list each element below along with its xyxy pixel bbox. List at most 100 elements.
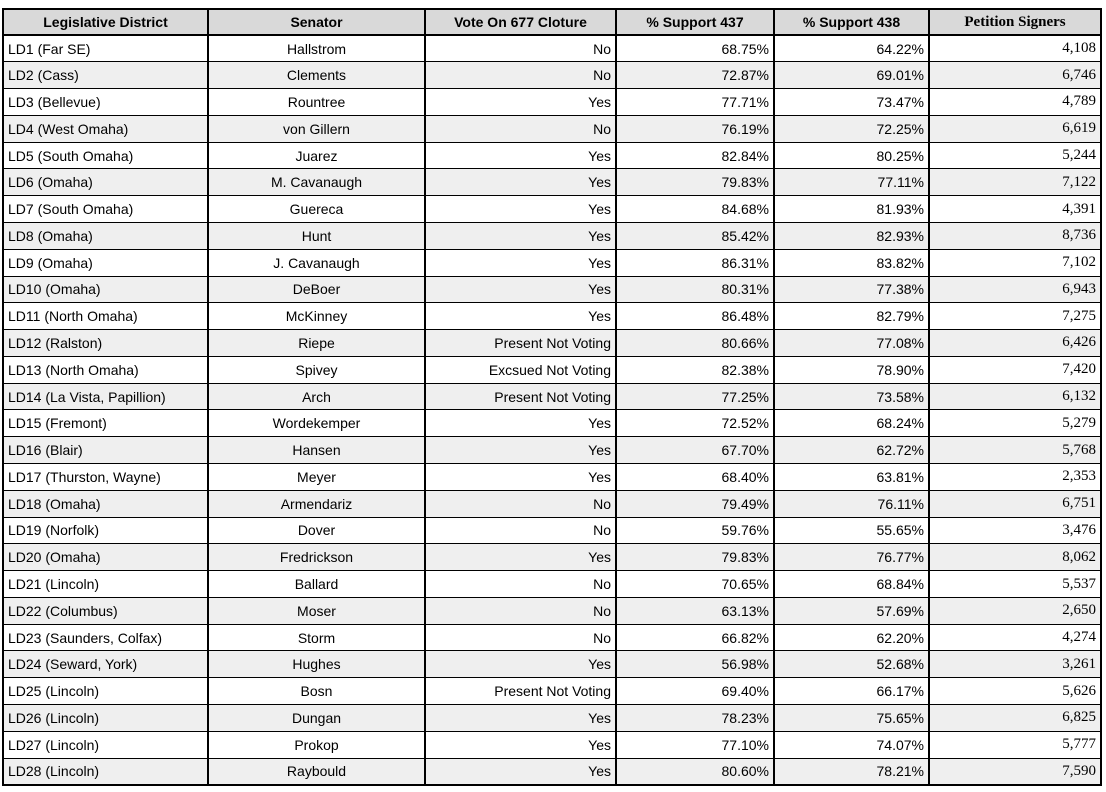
cell-legislative-district: LD20 (Omaha): [2, 543, 209, 572]
cell-support-438: 82.93%: [773, 221, 930, 250]
cell-support-437: 79.49%: [615, 489, 775, 518]
cell-vote-on-677-cloture: Yes: [424, 730, 617, 759]
table-row: LD13 (North Omaha) Spivey Excsued Not Voti…: [2, 355, 1102, 384]
cell-legislative-district: LD12 (Ralston): [2, 329, 209, 357]
table-row: LD19 (Norfolk) Dover No 59.76% 55.65% 3,476: [2, 516, 1102, 545]
legislative-vote-table: Legislative District Senator Vote On 677 C…: [2, 8, 1102, 786]
cell-senator: Raybould: [207, 757, 426, 786]
table-body: LD1 (Far SE) Hallstrom No 68.75% 64.22% 4,108…: [2, 34, 1102, 786]
cell-support-438: 66.17%: [773, 677, 930, 706]
cell-legislative-district: LD21 (Lincoln): [2, 570, 209, 598]
cell-support-438: 76.11%: [773, 489, 930, 518]
cell-senator: Hughes: [207, 650, 426, 679]
cell-petition-signers: 8,062: [928, 543, 1102, 572]
table-row: LD15 (Fremont) Wordekemper Yes 72.52% 68.24%…: [2, 409, 1102, 438]
cell-support-437: 86.31%: [615, 248, 775, 277]
cell-senator: Hunt: [207, 221, 426, 250]
cell-senator: Clements: [207, 61, 426, 90]
cell-support-437: 85.42%: [615, 221, 775, 250]
cell-support-438: 62.20%: [773, 623, 930, 652]
cell-senator: Bosn: [207, 677, 426, 706]
cell-petition-signers: 6,426: [928, 329, 1102, 357]
cell-legislative-district: LD24 (Seward, York): [2, 650, 209, 679]
cell-vote-on-677-cloture: Yes: [424, 248, 617, 277]
cell-petition-signers: 7,102: [928, 248, 1102, 277]
table-row: LD22 (Columbus) Moser No 63.13% 57.69% 2,650: [2, 596, 1102, 625]
cell-petition-signers: 6,825: [928, 704, 1102, 732]
cell-support-438: 83.82%: [773, 248, 930, 277]
cell-vote-on-677-cloture: Present Not Voting: [424, 382, 617, 411]
cell-vote-on-677-cloture: Yes: [424, 543, 617, 572]
cell-vote-on-677-cloture: Present Not Voting: [424, 677, 617, 706]
cell-senator: Dungan: [207, 704, 426, 732]
cell-support-437: 77.25%: [615, 382, 775, 411]
column-header-support-437: % Support 437: [615, 8, 775, 36]
table-row: LD24 (Seward, York) Hughes Yes 56.98% 52.68%…: [2, 650, 1102, 679]
cell-petition-signers: 4,274: [928, 623, 1102, 652]
cell-support-437: 78.23%: [615, 704, 775, 732]
cell-support-438: 77.08%: [773, 329, 930, 357]
cell-support-437: 63.13%: [615, 596, 775, 625]
cell-senator: Dover: [207, 516, 426, 545]
table-row: LD11 (North Omaha) McKinney Yes 86.48% 82.79…: [2, 302, 1102, 331]
cell-legislative-district: LD14 (La Vista, Papillion): [2, 382, 209, 411]
cell-vote-on-677-cloture: Yes: [424, 195, 617, 223]
table-row: LD27 (Lincoln) Prokop Yes 77.10% 74.07% 5,777: [2, 730, 1102, 759]
cell-vote-on-677-cloture: Present Not Voting: [424, 329, 617, 357]
cell-vote-on-677-cloture: No: [424, 596, 617, 625]
header-row: Legislative District Senator Vote On 677 C…: [2, 8, 1102, 36]
cell-petition-signers: 5,768: [928, 436, 1102, 464]
table-row: LD3 (Bellevue) Rountree Yes 77.71% 73.47% 4,7…: [2, 88, 1102, 116]
cell-petition-signers: 7,122: [928, 168, 1102, 197]
cell-support-437: 77.10%: [615, 730, 775, 759]
cell-vote-on-677-cloture: Yes: [424, 141, 617, 170]
cell-support-438: 75.65%: [773, 704, 930, 732]
cell-legislative-district: LD11 (North Omaha): [2, 302, 209, 331]
cell-petition-signers: 5,626: [928, 677, 1102, 706]
cell-support-437: 82.38%: [615, 355, 775, 384]
column-header-support-438: % Support 438: [773, 8, 930, 36]
cell-vote-on-677-cloture: No: [424, 489, 617, 518]
cell-legislative-district: LD23 (Saunders, Colfax): [2, 623, 209, 652]
cell-legislative-district: LD16 (Blair): [2, 436, 209, 464]
cell-senator: Storm: [207, 623, 426, 652]
cell-senator: Riepe: [207, 329, 426, 357]
table-row: LD12 (Ralston) Riepe Present Not Voting 80.…: [2, 329, 1102, 357]
cell-support-437: 80.66%: [615, 329, 775, 357]
cell-legislative-district: LD13 (North Omaha): [2, 355, 209, 384]
cell-support-438: 52.68%: [773, 650, 930, 679]
cell-support-438: 55.65%: [773, 516, 930, 545]
column-header-senator: Senator: [207, 8, 426, 36]
cell-support-438: 77.11%: [773, 168, 930, 197]
cell-senator: Armendariz: [207, 489, 426, 518]
cell-vote-on-677-cloture: Yes: [424, 221, 617, 250]
cell-vote-on-677-cloture: Yes: [424, 704, 617, 732]
column-header-vote-on-677-cloture: Vote On 677 Cloture: [424, 8, 617, 36]
cell-support-438: 78.21%: [773, 757, 930, 786]
cell-support-438: 72.25%: [773, 114, 930, 143]
table-row: LD18 (Omaha) Armendariz No 79.49% 76.11% 6,75…: [2, 489, 1102, 518]
cell-petition-signers: 7,275: [928, 302, 1102, 331]
cell-petition-signers: 5,279: [928, 409, 1102, 438]
cell-petition-signers: 5,537: [928, 570, 1102, 598]
cell-petition-signers: 6,751: [928, 489, 1102, 518]
cell-vote-on-677-cloture: Yes: [424, 436, 617, 464]
cell-vote-on-677-cloture: No: [424, 34, 617, 63]
cell-petition-signers: 3,476: [928, 516, 1102, 545]
column-header-legislative-district: Legislative District: [2, 8, 209, 36]
cell-support-437: 80.60%: [615, 757, 775, 786]
cell-legislative-district: LD2 (Cass): [2, 61, 209, 90]
table-row: LD23 (Saunders, Colfax) Storm No 66.82% 62.2…: [2, 623, 1102, 652]
table-row: LD1 (Far SE) Hallstrom No 68.75% 64.22% 4,108: [2, 34, 1102, 63]
cell-legislative-district: LD28 (Lincoln): [2, 757, 209, 786]
cell-vote-on-677-cloture: Yes: [424, 463, 617, 491]
table-row: LD6 (Omaha) M. Cavanaugh Yes 79.83% 77.11% 7,…: [2, 168, 1102, 197]
table-row: LD21 (Lincoln) Ballard No 70.65% 68.84% 5,537: [2, 570, 1102, 598]
cell-vote-on-677-cloture: Yes: [424, 302, 617, 331]
cell-legislative-district: LD6 (Omaha): [2, 168, 209, 197]
cell-vote-on-677-cloture: No: [424, 516, 617, 545]
cell-support-438: 77.38%: [773, 275, 930, 304]
cell-legislative-district: LD4 (West Omaha): [2, 114, 209, 143]
cell-legislative-district: LD15 (Fremont): [2, 409, 209, 438]
